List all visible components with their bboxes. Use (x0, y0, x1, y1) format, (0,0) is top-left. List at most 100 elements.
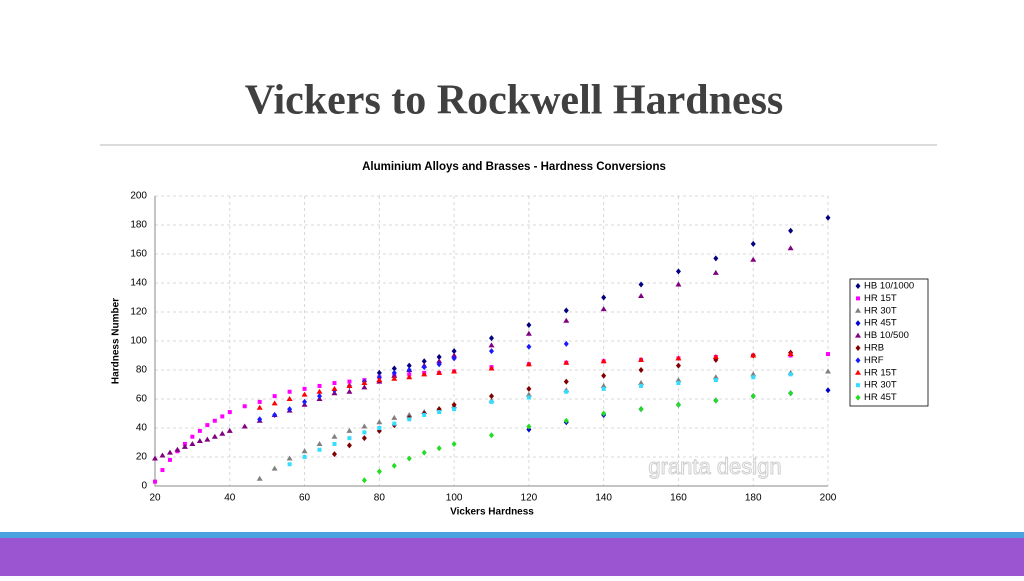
legend-marker (856, 383, 860, 388)
point (639, 383, 644, 388)
point (361, 384, 368, 390)
point (563, 359, 570, 365)
y-tick-label: 120 (130, 307, 147, 318)
point (488, 365, 495, 371)
point (332, 441, 337, 446)
point (451, 401, 457, 408)
point (638, 293, 645, 299)
point (788, 372, 793, 377)
point (211, 433, 218, 439)
point (526, 385, 532, 392)
y-tick-label: 100 (130, 336, 147, 347)
point (152, 455, 158, 461)
x-tick-label: 180 (745, 493, 762, 504)
point (676, 381, 681, 386)
point (406, 362, 412, 369)
point (166, 449, 173, 455)
point (526, 423, 532, 430)
point (406, 374, 413, 380)
point (167, 457, 172, 462)
legend-label: HR 45T (864, 392, 897, 403)
x-tick-label: 20 (149, 493, 161, 504)
point (347, 379, 352, 384)
point (638, 281, 644, 288)
point (406, 367, 412, 373)
point (256, 475, 263, 481)
point (391, 462, 397, 469)
point (526, 343, 532, 350)
legend-label: HR 45T (864, 318, 897, 329)
point (788, 390, 794, 397)
point (256, 404, 263, 410)
point (205, 423, 210, 428)
point (452, 407, 457, 412)
point (377, 426, 382, 430)
point (391, 369, 397, 376)
point (362, 430, 367, 435)
point (675, 268, 681, 275)
point (525, 361, 532, 367)
point (391, 365, 397, 372)
point (189, 440, 196, 446)
point (316, 388, 323, 394)
point (160, 468, 165, 473)
point (331, 385, 338, 391)
point (489, 399, 494, 404)
legend-label: HR 30T (864, 380, 897, 391)
point (750, 393, 756, 400)
point (346, 427, 353, 433)
point (376, 468, 382, 475)
x-tick-label: 140 (595, 493, 612, 504)
point (361, 423, 368, 429)
point (287, 389, 292, 394)
point (272, 394, 277, 399)
point (347, 436, 352, 441)
x-tick-label: 80 (374, 493, 386, 504)
point (227, 410, 232, 415)
point (197, 428, 202, 433)
legend-marker (855, 307, 861, 313)
point (317, 383, 322, 388)
point (675, 401, 681, 408)
point (271, 400, 278, 406)
legend-marker (855, 320, 861, 327)
point (713, 397, 719, 404)
legend-label: HR 30T (864, 305, 897, 316)
x-tick-label: 160 (670, 493, 687, 504)
point (421, 371, 428, 377)
point (332, 381, 337, 386)
legend-label: HRF (864, 355, 884, 366)
point (301, 448, 308, 454)
point (826, 352, 830, 357)
point (825, 387, 831, 394)
point (196, 438, 203, 444)
point (422, 412, 427, 417)
point (376, 419, 383, 425)
point (675, 355, 682, 361)
point (563, 317, 570, 323)
point (302, 398, 308, 405)
point (825, 368, 831, 374)
point (525, 330, 532, 336)
point (750, 256, 757, 262)
footer-strip (0, 532, 1024, 538)
point (436, 353, 442, 360)
point (526, 395, 531, 400)
point (488, 342, 495, 348)
point (750, 240, 756, 247)
point (406, 411, 413, 417)
legend-label: HB 10/500 (864, 330, 909, 341)
legend-label: HR 15T (864, 367, 897, 378)
point (436, 369, 443, 375)
point (421, 449, 427, 456)
y-tick-label: 20 (136, 452, 148, 463)
point (287, 462, 292, 467)
point (750, 371, 757, 377)
point (600, 306, 607, 312)
y-tick-label: 80 (136, 365, 148, 376)
point (190, 434, 195, 439)
chart-title: Aluminium Alloys and Brasses - Hardness … (362, 161, 666, 173)
x-tick-label: 200 (820, 493, 837, 504)
point (361, 477, 367, 484)
point (600, 358, 607, 364)
